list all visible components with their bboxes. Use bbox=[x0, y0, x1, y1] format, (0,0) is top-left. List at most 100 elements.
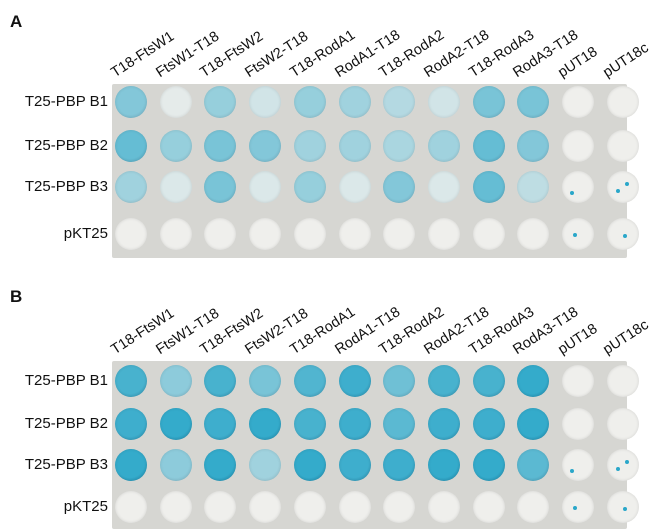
colony-spot bbox=[383, 408, 416, 440]
row-label: T25-PBP B1 bbox=[24, 93, 108, 110]
colony-spot bbox=[249, 408, 282, 440]
row-label: T25-PBP B2 bbox=[24, 137, 108, 154]
colony-spot bbox=[293, 365, 326, 397]
colony-spot bbox=[338, 171, 371, 203]
colony-spot bbox=[517, 171, 550, 203]
colony-spot bbox=[159, 130, 192, 162]
colony-spot bbox=[383, 218, 416, 250]
column-label: pUT18c bbox=[599, 316, 652, 358]
colony-spot bbox=[338, 365, 371, 397]
colony-spot bbox=[115, 218, 147, 250]
colony-spot bbox=[427, 408, 460, 440]
colony-spot bbox=[427, 365, 460, 397]
colony-spot bbox=[115, 365, 147, 397]
panel-b: B T18-FtsW1 FtsW1-T18 T18-FtsW2 FtsW2-T18 T1… bbox=[0, 265, 655, 530]
colony-spot bbox=[472, 130, 505, 162]
colony-spot bbox=[427, 86, 460, 118]
colony-spot bbox=[562, 365, 594, 397]
colony-spot bbox=[383, 171, 416, 203]
colony-spot bbox=[115, 86, 147, 118]
row-label: pKT25 bbox=[63, 225, 108, 242]
colony-spot bbox=[427, 171, 460, 203]
colony-spot bbox=[338, 408, 371, 440]
panel-a: A T18-FtsW1 FtsW1-T18 T18-FtsW2 FtsW2-T18 T1… bbox=[10, 12, 652, 258]
colony-spot bbox=[427, 491, 460, 523]
colony-spot bbox=[383, 130, 416, 162]
colony-spot bbox=[159, 365, 192, 397]
colony-spot bbox=[204, 218, 237, 250]
colony-spot bbox=[562, 171, 594, 203]
colony-spot bbox=[472, 449, 505, 481]
colony-spot bbox=[115, 408, 147, 440]
colony-spot bbox=[293, 86, 326, 118]
colony-spot bbox=[472, 408, 505, 440]
colony-spot bbox=[472, 365, 505, 397]
colony-spot bbox=[606, 86, 639, 118]
colony-spot bbox=[159, 491, 192, 523]
colony-spot bbox=[562, 449, 594, 481]
colony-spot bbox=[204, 491, 237, 523]
colony-spot bbox=[606, 449, 639, 481]
column-label: pUT18c bbox=[599, 39, 652, 81]
colony-spot bbox=[159, 408, 192, 440]
colony-spot bbox=[204, 408, 237, 440]
colony-spot bbox=[159, 86, 192, 118]
colony-spot bbox=[249, 365, 282, 397]
blue-colony-dot bbox=[570, 191, 574, 195]
colony-spot bbox=[606, 408, 639, 440]
colony-spot bbox=[293, 491, 326, 523]
colony-spot bbox=[115, 449, 147, 481]
colony-spot bbox=[159, 171, 192, 203]
colony-spot bbox=[204, 449, 237, 481]
colony-spot bbox=[115, 491, 147, 523]
colony-spot bbox=[606, 365, 639, 397]
colony-spot bbox=[249, 171, 282, 203]
colony-spot bbox=[293, 218, 326, 250]
blue-colony-dot bbox=[622, 234, 627, 238]
colony-spot bbox=[204, 365, 237, 397]
row-label: T25-PBP B1 bbox=[24, 372, 108, 389]
colony-spot bbox=[562, 408, 594, 440]
colony-spot bbox=[293, 130, 326, 162]
colony-spot bbox=[427, 130, 460, 162]
row-label: pKT25 bbox=[63, 498, 108, 515]
colony-spot bbox=[517, 218, 550, 250]
colony-spot bbox=[249, 491, 282, 523]
blue-colony-dot bbox=[615, 467, 620, 471]
colony-spot bbox=[606, 171, 639, 203]
colony-spot bbox=[204, 86, 237, 118]
colony-spot bbox=[293, 171, 326, 203]
colony-spot bbox=[517, 86, 550, 118]
colony-spot bbox=[204, 130, 237, 162]
colony-spot bbox=[606, 130, 639, 162]
row-label: T25-PBP B3 bbox=[24, 456, 108, 473]
blue-colony-dot bbox=[624, 460, 629, 464]
colony-spot bbox=[517, 449, 550, 481]
colony-spot bbox=[115, 130, 147, 162]
blue-colony-dot bbox=[615, 189, 620, 193]
colony-spot bbox=[159, 449, 192, 481]
colony-spot bbox=[427, 218, 460, 250]
blue-colony-dot bbox=[573, 506, 577, 510]
colony-spot bbox=[293, 449, 326, 481]
colony-spot bbox=[249, 130, 282, 162]
colony-spot bbox=[472, 491, 505, 523]
colony-spot bbox=[338, 130, 371, 162]
colony-spot bbox=[115, 171, 147, 203]
colony-spot bbox=[517, 491, 550, 523]
blue-colony-dot bbox=[573, 233, 577, 237]
colony-spot bbox=[472, 86, 505, 118]
colony-spot bbox=[338, 491, 371, 523]
colony-spot bbox=[249, 218, 282, 250]
colony-spot bbox=[338, 449, 371, 481]
colony-spot bbox=[383, 86, 416, 118]
colony-spot bbox=[472, 171, 505, 203]
blue-colony-dot bbox=[570, 469, 574, 473]
colony-spot bbox=[517, 408, 550, 440]
colony-spot bbox=[249, 86, 282, 118]
colony-spot bbox=[293, 408, 326, 440]
row-label: T25-PBP B2 bbox=[24, 415, 108, 432]
colony-spot bbox=[562, 218, 594, 250]
colony-spot bbox=[517, 365, 550, 397]
colony-spot bbox=[383, 365, 416, 397]
